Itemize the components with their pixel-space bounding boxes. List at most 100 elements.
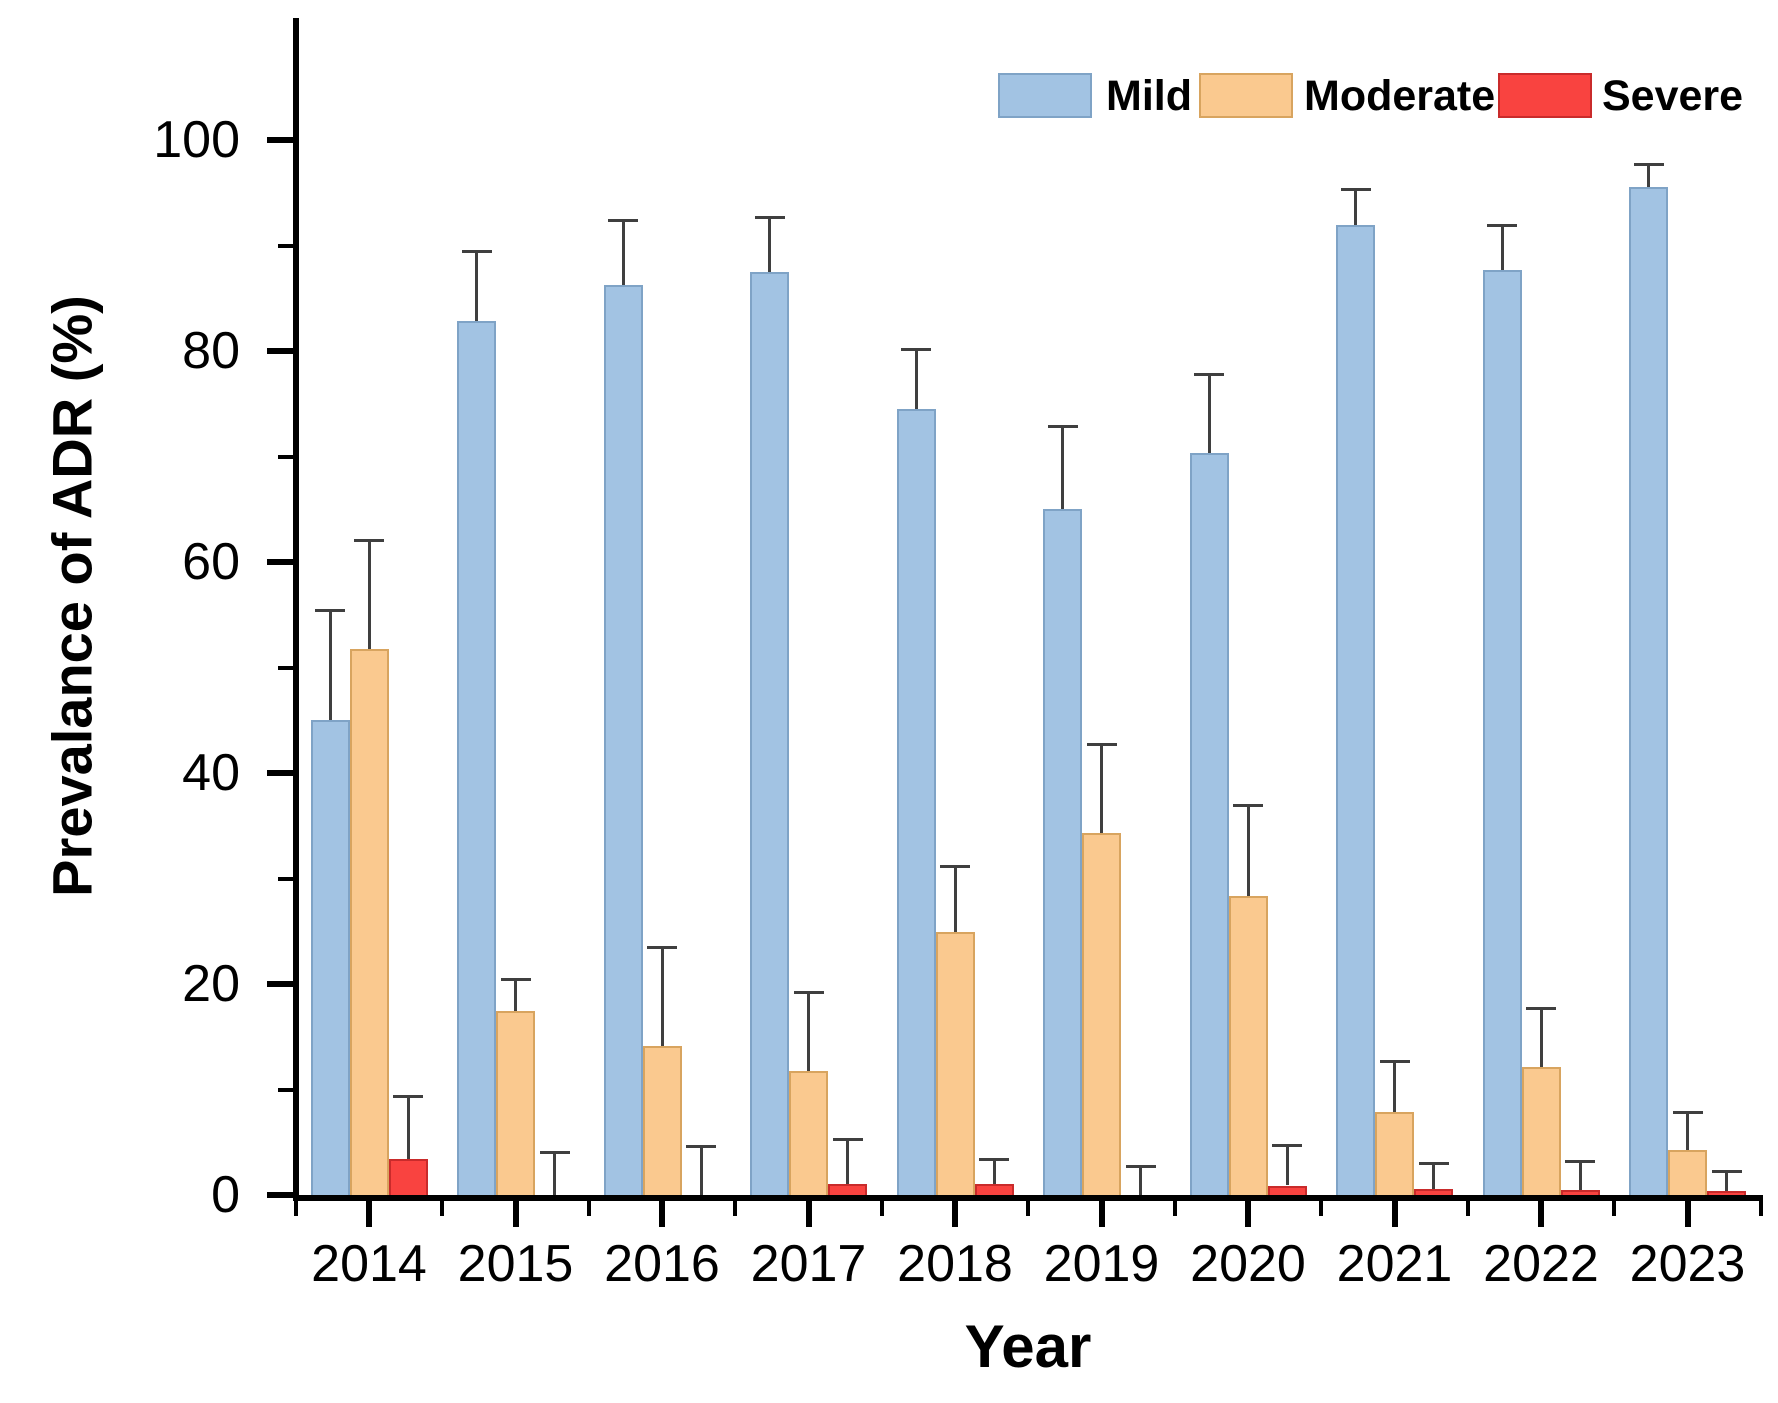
x-minor-tick-6 bbox=[733, 1201, 738, 1216]
error-cap-moderate-2015 bbox=[500, 978, 531, 982]
error-cap-mild-2018 bbox=[901, 348, 931, 352]
y-tick-label-60: 60 bbox=[182, 533, 240, 591]
x-tick-label-2022: 2022 bbox=[1483, 1235, 1599, 1293]
error-bar-moderate-2019 bbox=[1100, 744, 1103, 834]
bar-mild-2016 bbox=[603, 284, 643, 1198]
bar-mild-2015 bbox=[457, 321, 496, 1198]
bar-moderate-2015 bbox=[496, 1011, 535, 1198]
y-minor-tick-70 bbox=[278, 454, 293, 459]
error-bar-severe-2016 bbox=[699, 1146, 703, 1195]
x-major-tick-5 bbox=[659, 1201, 665, 1227]
error-cap-severe-2019 bbox=[1125, 1165, 1156, 1168]
error-bar-mild-2016 bbox=[621, 220, 625, 285]
error-bar-severe-2023 bbox=[1725, 1171, 1728, 1191]
error-bar-severe-2020 bbox=[1285, 1145, 1289, 1186]
bar-moderate-2016 bbox=[642, 1046, 682, 1198]
error-cap-moderate-2021 bbox=[1379, 1059, 1410, 1063]
x-minor-tick-18 bbox=[1612, 1201, 1617, 1216]
x-tick-label-2014: 2014 bbox=[311, 1235, 427, 1293]
error-cap-severe-2022 bbox=[1565, 1159, 1595, 1163]
x-major-tick-13 bbox=[1245, 1201, 1251, 1227]
y-major-tick-40 bbox=[267, 770, 293, 776]
error-cap-moderate-2014 bbox=[354, 539, 384, 543]
x-major-tick-7 bbox=[805, 1201, 812, 1227]
x-major-tick-17 bbox=[1538, 1201, 1544, 1227]
y-major-tick-80 bbox=[267, 348, 293, 354]
bar-moderate-2022 bbox=[1521, 1067, 1561, 1198]
error-bar-moderate-2017 bbox=[807, 992, 810, 1071]
y-major-tick-0 bbox=[267, 1192, 293, 1198]
bar-mild-2021 bbox=[1336, 225, 1375, 1198]
bar-mild-2014 bbox=[310, 720, 350, 1198]
x-major-tick-1 bbox=[366, 1201, 372, 1227]
y-tick-label-0: 0 bbox=[211, 1166, 240, 1224]
x-major-tick-9 bbox=[952, 1201, 958, 1227]
error-cap-severe-2015 bbox=[539, 1151, 570, 1155]
error-cap-moderate-2017 bbox=[793, 990, 824, 994]
x-axis-title: Year bbox=[964, 1313, 1092, 1380]
error-cap-moderate-2020 bbox=[1233, 804, 1263, 808]
x-axis-line bbox=[293, 1195, 1763, 1201]
x-major-tick-15 bbox=[1391, 1201, 1398, 1227]
error-cap-moderate-2023 bbox=[1672, 1111, 1703, 1115]
error-bar-moderate-2021 bbox=[1393, 1061, 1396, 1112]
y-major-tick-60 bbox=[267, 559, 293, 565]
legend-label-severe: Severe bbox=[1602, 72, 1744, 120]
y-minor-tick-90 bbox=[278, 243, 293, 248]
error-bar-mild-2018 bbox=[914, 349, 918, 410]
x-tick-label-2023: 2023 bbox=[1629, 1235, 1746, 1293]
legend-label-moderate: Moderate bbox=[1304, 72, 1496, 120]
error-cap-severe-2020 bbox=[1272, 1143, 1302, 1147]
x-tick-label-2019: 2019 bbox=[1043, 1235, 1160, 1293]
error-bar-mild-2020 bbox=[1207, 374, 1211, 454]
error-bar-moderate-2023 bbox=[1686, 1112, 1689, 1150]
x-minor-tick-2 bbox=[440, 1201, 445, 1216]
error-cap-moderate-2016 bbox=[647, 945, 677, 949]
error-bar-mild-2014 bbox=[328, 610, 332, 721]
error-bar-severe-2019 bbox=[1139, 1166, 1142, 1195]
error-bar-moderate-2018 bbox=[953, 866, 957, 933]
error-bar-mild-2017 bbox=[768, 217, 771, 272]
error-bar-mild-2015 bbox=[475, 251, 478, 322]
bar-mild-2022 bbox=[1482, 269, 1522, 1198]
x-minor-tick-12 bbox=[1172, 1201, 1177, 1216]
x-tick-label-2020: 2020 bbox=[1190, 1235, 1306, 1293]
error-cap-mild-2015 bbox=[461, 250, 492, 254]
x-minor-tick-20 bbox=[1758, 1201, 1763, 1216]
bar-moderate-2018 bbox=[935, 932, 975, 1198]
legend-swatch-moderate bbox=[1199, 73, 1293, 118]
error-cap-mild-2021 bbox=[1340, 188, 1371, 192]
error-bar-moderate-2020 bbox=[1246, 805, 1250, 897]
bar-moderate-2023 bbox=[1668, 1149, 1707, 1198]
bar-mild-2017 bbox=[750, 271, 789, 1198]
error-cap-moderate-2019 bbox=[1086, 743, 1117, 746]
error-cap-mild-2020 bbox=[1194, 372, 1224, 376]
bar-mild-2023 bbox=[1629, 187, 1668, 1198]
x-minor-tick-8 bbox=[879, 1201, 884, 1216]
error-bar-mild-2023 bbox=[1647, 164, 1650, 188]
y-minor-tick-10 bbox=[278, 1087, 293, 1092]
error-cap-moderate-2022 bbox=[1526, 1006, 1556, 1010]
x-tick-label-2015: 2015 bbox=[457, 1235, 574, 1293]
y-major-tick-100 bbox=[267, 137, 293, 143]
error-bar-severe-2015 bbox=[553, 1152, 556, 1195]
error-cap-mild-2022 bbox=[1487, 223, 1517, 227]
bar-moderate-2017 bbox=[789, 1070, 828, 1198]
error-cap-severe-2017 bbox=[832, 1137, 863, 1141]
y-tick-label-100: 100 bbox=[153, 111, 240, 169]
bar-mild-2018 bbox=[896, 409, 936, 1198]
bar-moderate-2019 bbox=[1082, 833, 1121, 1198]
error-cap-severe-2021 bbox=[1418, 1161, 1449, 1165]
error-bar-moderate-2022 bbox=[1539, 1008, 1543, 1068]
x-major-tick-3 bbox=[512, 1201, 519, 1227]
error-bar-mild-2022 bbox=[1500, 225, 1504, 270]
error-cap-severe-2023 bbox=[1711, 1170, 1742, 1174]
error-bar-moderate-2015 bbox=[514, 979, 517, 1012]
x-minor-tick-16 bbox=[1465, 1201, 1470, 1216]
error-bar-moderate-2016 bbox=[660, 947, 664, 1047]
bar-severe-2014 bbox=[388, 1159, 428, 1198]
y-tick-label-40: 40 bbox=[182, 744, 240, 802]
error-cap-mild-2014 bbox=[315, 609, 345, 613]
x-minor-tick-0 bbox=[293, 1201, 298, 1216]
